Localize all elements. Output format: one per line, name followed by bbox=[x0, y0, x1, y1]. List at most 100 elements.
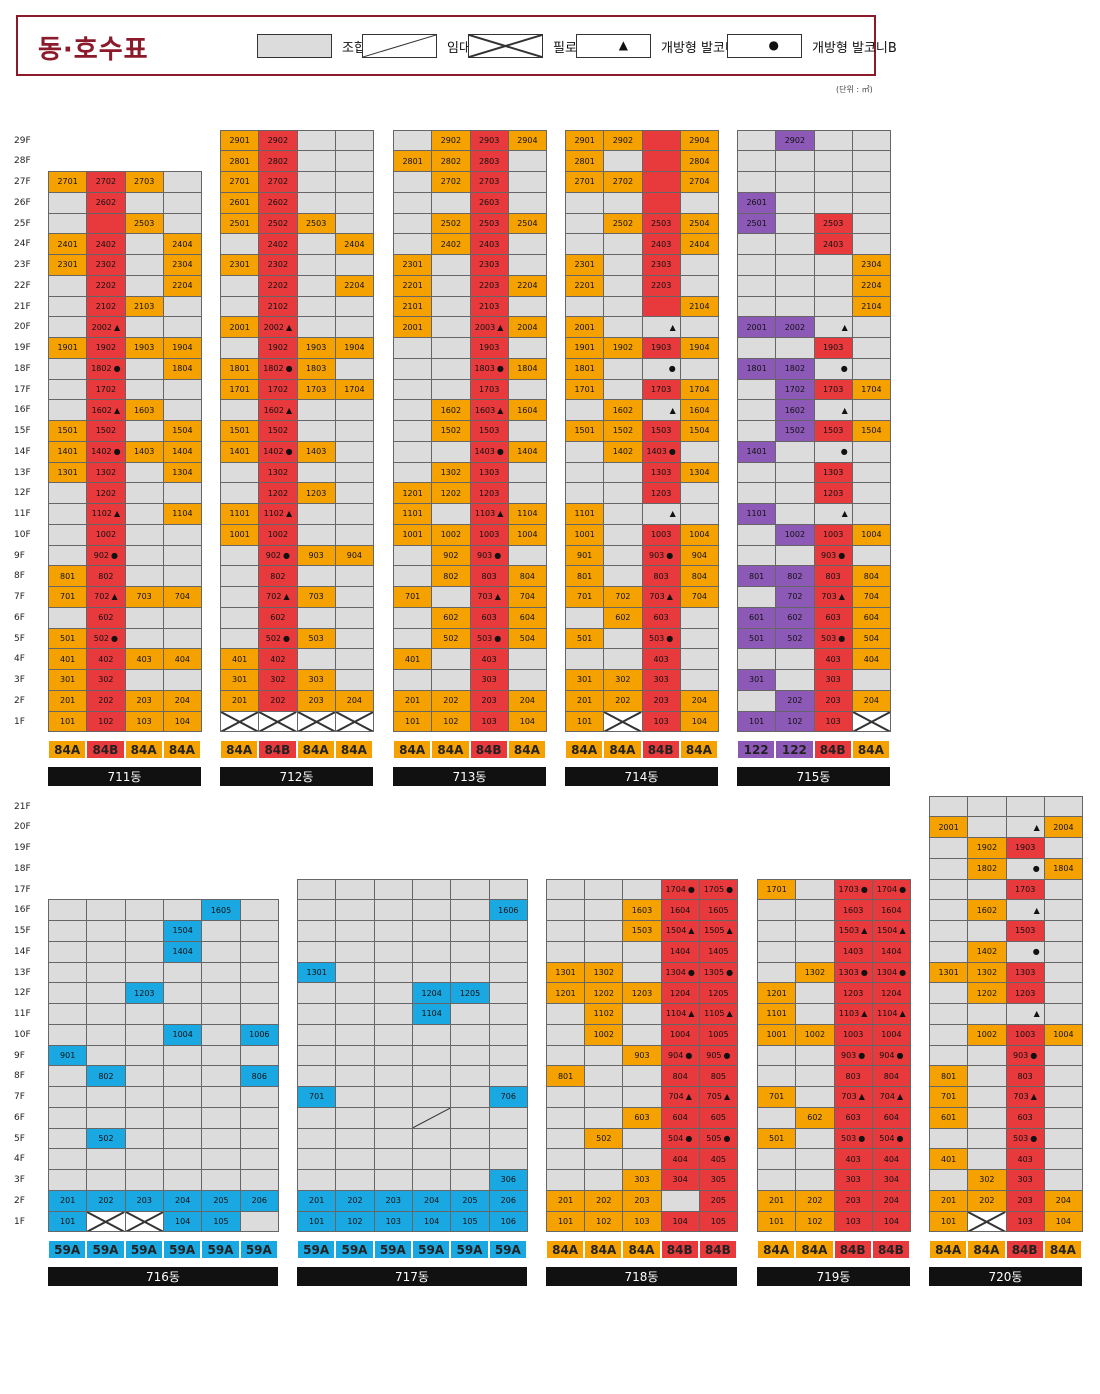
unit-number: 1102 bbox=[263, 509, 284, 519]
floor-label: 15F bbox=[14, 926, 31, 936]
page-title: 동·호수표 bbox=[38, 35, 149, 65]
unit-number: 2201 bbox=[402, 281, 423, 291]
unit-cell: 1606 bbox=[488, 899, 528, 921]
unit-cell: 1201 bbox=[757, 982, 797, 1004]
empty-unit-cell bbox=[431, 586, 471, 608]
empty-unit-cell bbox=[967, 878, 1007, 901]
unit-number: 103 bbox=[845, 1216, 861, 1226]
unit-cell: 1404 bbox=[162, 440, 202, 463]
unit-number: 2503 bbox=[305, 218, 327, 228]
unit-cell: 1504 ▲ bbox=[871, 920, 911, 942]
unit-cell: 2702 bbox=[431, 171, 471, 193]
unit-number: 301 bbox=[748, 675, 765, 685]
unit-cell: 1203 bbox=[641, 482, 681, 504]
unit-number: 804 bbox=[883, 1071, 900, 1081]
building-name: 717동 bbox=[297, 1267, 527, 1287]
unit-number: 2303 bbox=[478, 260, 500, 270]
unit-cell: 1304 ● bbox=[871, 961, 911, 984]
unit-cell: 502 bbox=[86, 1127, 126, 1150]
unit-cell: 1802 ● bbox=[86, 357, 126, 380]
unit-number: 1603 bbox=[842, 905, 864, 915]
empty-unit-cell bbox=[737, 254, 777, 276]
unit-number: 2401 bbox=[57, 239, 78, 249]
unit-number: 1004 bbox=[881, 1030, 902, 1040]
empty-unit-cell bbox=[393, 357, 433, 380]
empty-unit-cell bbox=[795, 878, 835, 901]
unit-cell: 1902 bbox=[967, 837, 1007, 859]
unit-cell: 1102 bbox=[584, 1003, 624, 1025]
unit-cell: 1002 bbox=[431, 523, 471, 546]
unit-number: 401 bbox=[940, 1154, 957, 1164]
unit-cell: 505 ● bbox=[698, 1127, 738, 1150]
unit-number: 1004 bbox=[670, 1030, 691, 1040]
unit-cell: 2402 bbox=[86, 233, 126, 255]
unit-number: 1104 bbox=[665, 1009, 687, 1019]
empty-unit-cell bbox=[48, 1127, 88, 1150]
unit-cell: 1204 bbox=[660, 982, 700, 1004]
unit-cell: 701 bbox=[48, 586, 88, 608]
unit-number: 302 bbox=[270, 675, 286, 685]
empty-unit-cell bbox=[239, 1044, 279, 1067]
unit-cell: 604 bbox=[871, 1106, 911, 1129]
unit-cell: 1602 bbox=[775, 399, 815, 421]
empty-unit-cell bbox=[757, 1044, 797, 1067]
dot-icon: ● bbox=[111, 633, 118, 643]
unit-cell: 204 bbox=[1043, 1189, 1083, 1212]
empty-unit-cell bbox=[296, 233, 336, 255]
empty-unit-cell bbox=[507, 337, 547, 359]
empty-unit-cell bbox=[679, 254, 719, 276]
unit-number: 1003 bbox=[650, 530, 672, 540]
unit-number: 1203 bbox=[631, 988, 653, 998]
empty-unit-cell bbox=[737, 274, 777, 297]
unit-number: 2402 bbox=[95, 239, 117, 249]
unit-cell: 404 bbox=[851, 648, 891, 670]
unit-cell: 1703 bbox=[469, 378, 509, 401]
empty-unit-cell bbox=[929, 1127, 969, 1150]
unit-number: 301 bbox=[231, 675, 248, 685]
empty-unit-cell bbox=[201, 1003, 241, 1025]
unit-type-label: 59A bbox=[163, 1240, 202, 1260]
unit-cell: 802 bbox=[775, 565, 815, 587]
unit-number: 1002 bbox=[95, 530, 117, 540]
empty-unit-cell bbox=[297, 1169, 337, 1191]
empty-unit-cell bbox=[297, 878, 337, 901]
unit-cell: 1304 ● bbox=[660, 961, 700, 984]
unit-number: 1401 bbox=[57, 447, 78, 457]
empty-unit-cell bbox=[565, 461, 605, 484]
floor-label: 8F bbox=[14, 571, 25, 582]
unit-cell: 1704 bbox=[679, 378, 719, 401]
unit-cell: 402 bbox=[86, 648, 126, 670]
unit-number: 1904 bbox=[172, 343, 193, 353]
triangle-icon: ▲ bbox=[669, 509, 676, 519]
empty-unit-cell bbox=[220, 337, 260, 359]
unit-number: 1801 bbox=[746, 364, 767, 374]
empty-unit-cell bbox=[335, 1003, 375, 1025]
unit-cell: 204 bbox=[163, 1189, 203, 1212]
unit-cell: 1003 bbox=[641, 523, 681, 546]
unit-number: 802 bbox=[787, 571, 803, 581]
unit-cell: 1204 bbox=[412, 982, 452, 1004]
unit-number: 1605 bbox=[708, 905, 729, 915]
unit-cell: 1602 ▲ bbox=[258, 399, 298, 421]
piloti-cell bbox=[603, 710, 643, 733]
dot-icon: ● bbox=[113, 364, 121, 374]
unit-cell: 1003 bbox=[813, 523, 853, 546]
unit-number: 703 bbox=[308, 592, 324, 602]
empty-unit-cell bbox=[851, 399, 891, 421]
unit-cell: 2602 bbox=[86, 191, 126, 214]
unit-cell: 1101 bbox=[737, 503, 777, 525]
unit-number: 602 bbox=[615, 613, 631, 623]
empty-unit-cell bbox=[775, 482, 815, 504]
empty-unit-cell bbox=[603, 191, 643, 214]
floor-label: 19F bbox=[14, 843, 31, 853]
empty-unit-cell bbox=[737, 420, 777, 442]
unit-cell: 1101 bbox=[757, 1003, 797, 1025]
empty-unit-cell bbox=[124, 1127, 164, 1150]
unit-number: 2204 bbox=[172, 281, 193, 291]
unit-cell: 601 bbox=[929, 1106, 969, 1129]
unit-number: 1002 bbox=[593, 1030, 614, 1040]
unit-type-label: 122 bbox=[775, 740, 814, 760]
unit-cell: 303 bbox=[469, 669, 509, 691]
empty-unit-cell bbox=[431, 274, 471, 297]
empty-unit-cell bbox=[86, 940, 126, 963]
